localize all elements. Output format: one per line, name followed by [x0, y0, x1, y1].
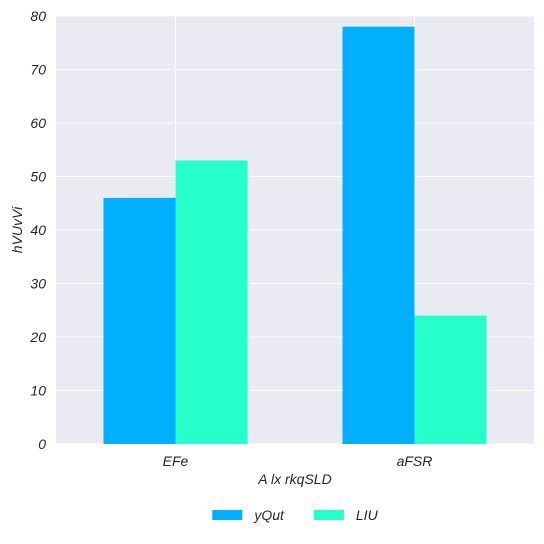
x-tick-label: EFe: [163, 453, 189, 469]
bar-yQut-EFe: [103, 197, 176, 444]
y-tick-label: 10: [30, 383, 46, 399]
y-tick-label: 50: [30, 169, 46, 185]
legend-label: yQut: [253, 507, 285, 523]
y-tick-label: 20: [29, 329, 46, 345]
y-tick-label: 0: [38, 436, 46, 452]
y-tick-label: 40: [30, 222, 46, 238]
bars: [103, 26, 487, 444]
legend-item-yQut: yQut: [212, 507, 285, 523]
x-tick-labels: EFe aFSR: [163, 453, 433, 469]
legend-item-LIU: LIU: [313, 507, 379, 523]
legend-swatch: [313, 510, 344, 520]
y-tick-label: 80: [30, 8, 46, 24]
bar-LIU-EFe: [175, 160, 248, 444]
bar-LIU-aFSR: [414, 315, 487, 444]
y-tick-label: 70: [30, 62, 46, 78]
y-tick-label: 30: [30, 276, 46, 292]
y-tick-label: 60: [30, 115, 46, 131]
y-axis-label: hVUvVi: [9, 206, 25, 253]
legend-swatch: [212, 510, 243, 520]
x-axis-label: A lx rkqSLD: [257, 471, 331, 487]
y-tick-labels: 0 10 20 30 40 50 60 70 80: [29, 8, 46, 452]
legend-label: LIU: [356, 507, 379, 523]
x-tick-label: aFSR: [397, 453, 433, 469]
bar-yQut-aFSR: [342, 26, 415, 444]
legend: yQut LIU: [212, 507, 379, 523]
